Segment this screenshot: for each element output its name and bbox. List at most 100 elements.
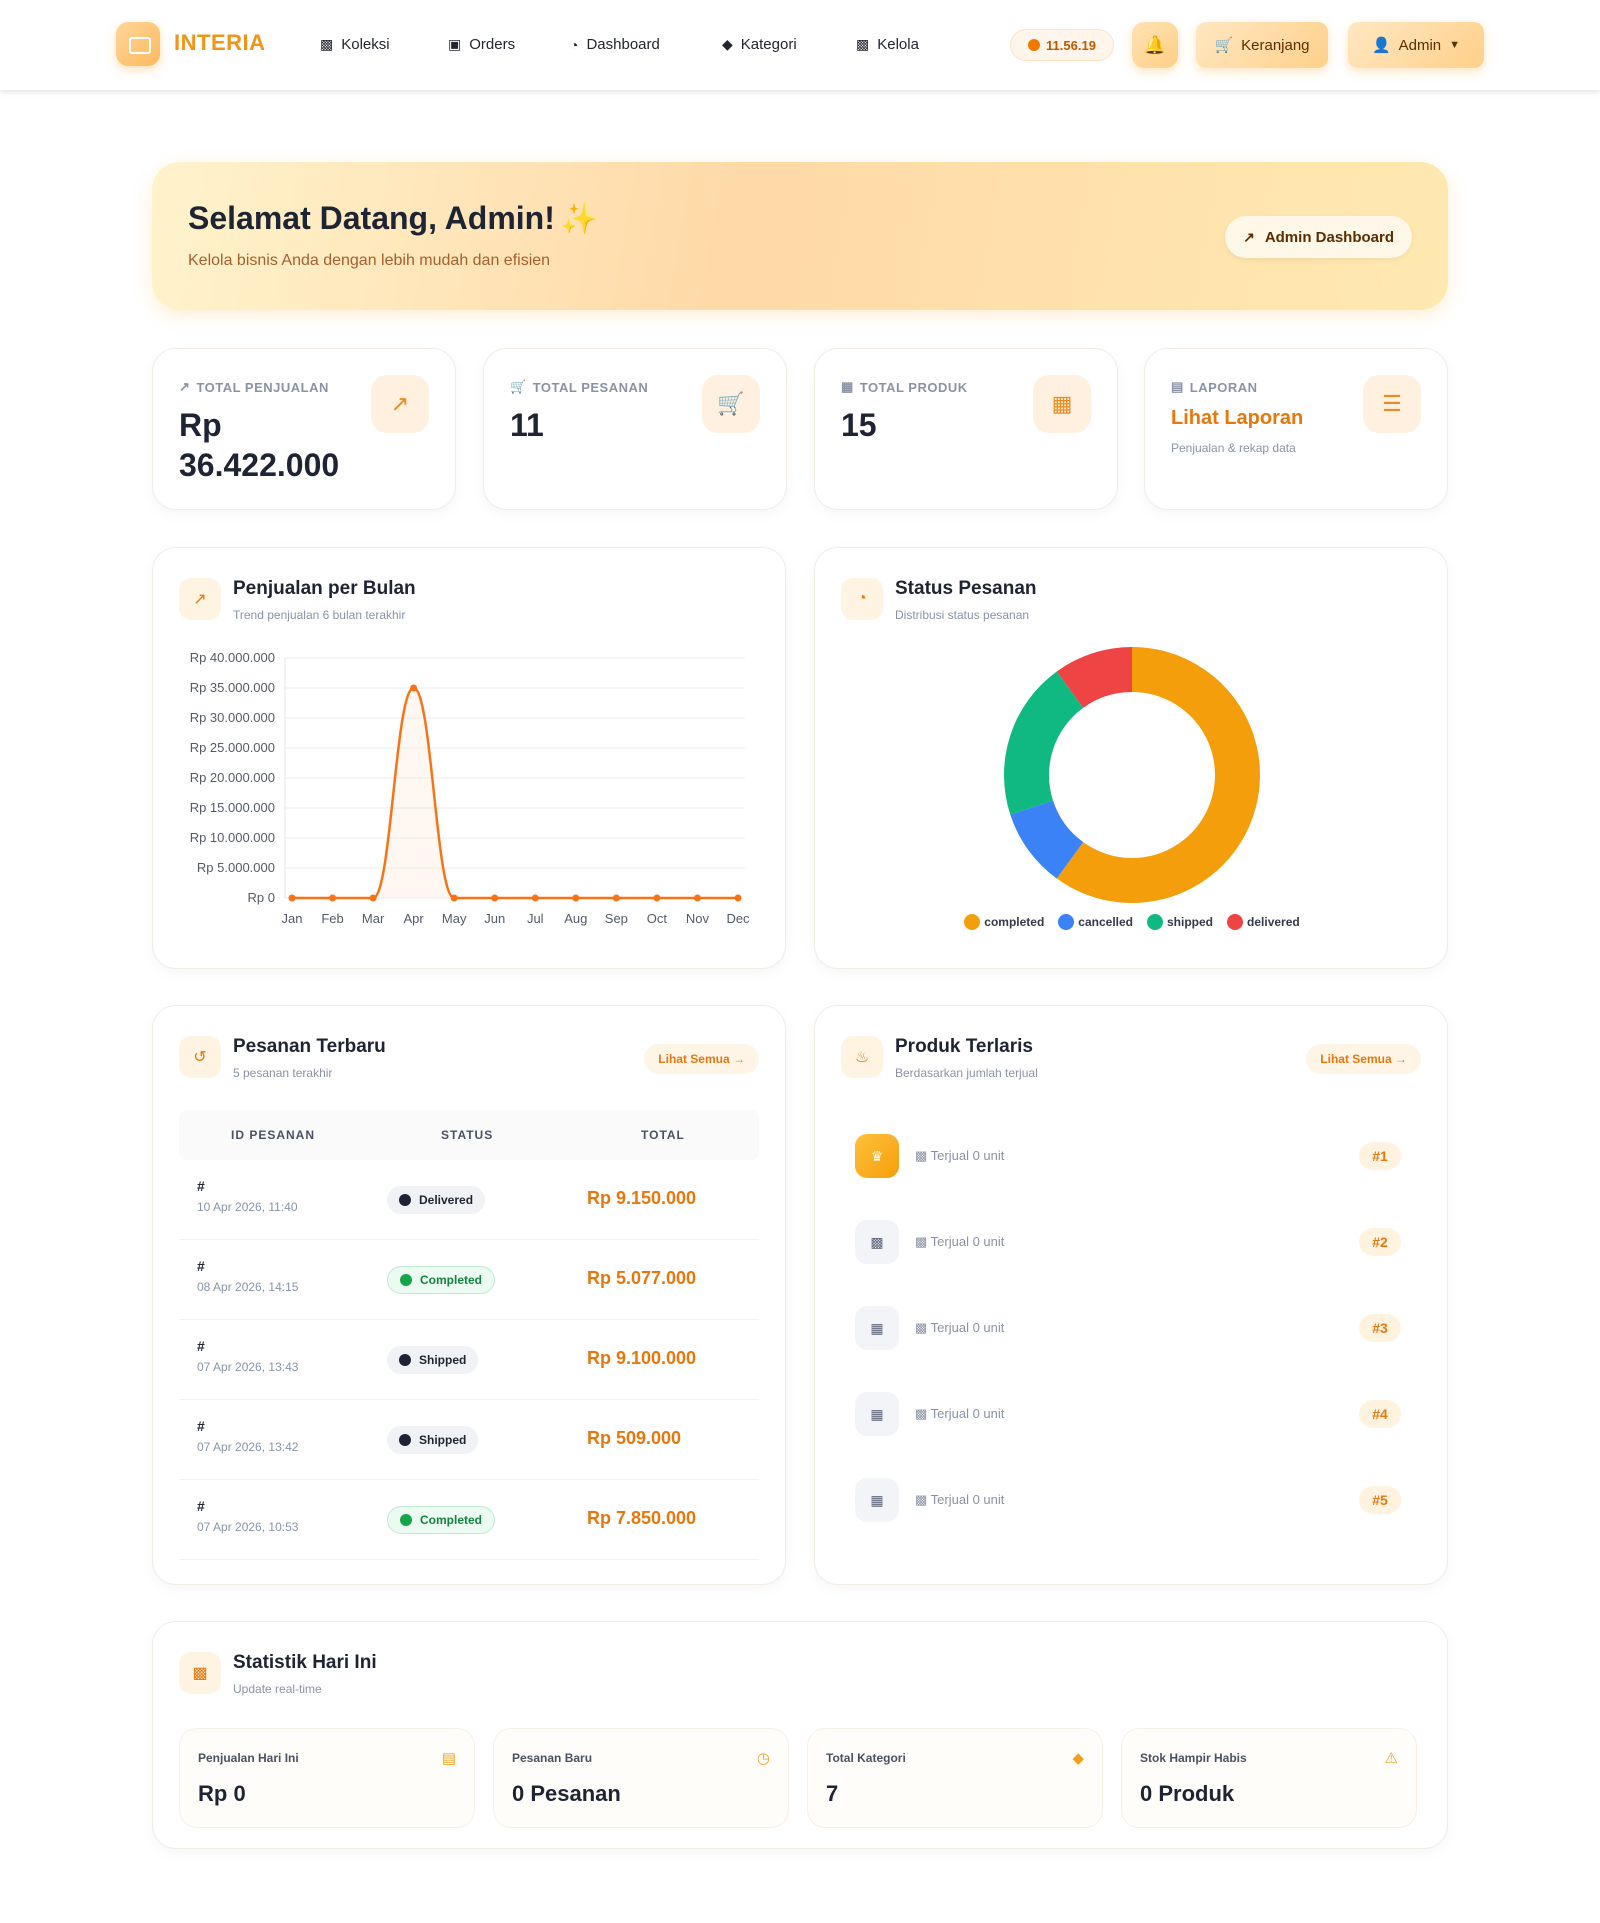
order-total: Rp 5.077.000 bbox=[587, 1268, 697, 1288]
list-item[interactable]: ▦ ▩ Terjual 0 unit #4 bbox=[845, 1378, 1425, 1448]
y-tick-label: Rp 15.000.000 bbox=[190, 800, 275, 815]
table-row[interactable]: # 07 Apr 2026, 13:42 Shipped Rp 509.000 bbox=[179, 1400, 759, 1480]
order-total: Rp 7.850.000 bbox=[587, 1508, 697, 1528]
table-row[interactable]: # 10 Apr 2026, 11:40 Delivered Rp 9.150.… bbox=[179, 1160, 759, 1240]
nav-link-label: Koleksi bbox=[341, 36, 390, 53]
x-tick-label: Aug bbox=[564, 911, 587, 926]
data-point bbox=[693, 894, 701, 902]
nav-link-dashboard[interactable]: ◔ Dashboard bbox=[570, 36, 660, 53]
status-dot-icon bbox=[399, 1354, 411, 1366]
nav-link-koleksi[interactable]: ▩ Koleksi bbox=[320, 36, 390, 53]
user-menu-button[interactable]: 👤 Admin ▼ bbox=[1348, 22, 1484, 68]
table-row[interactable]: # 07 Apr 2026, 13:43 Shipped Rp 9.100.00… bbox=[179, 1320, 759, 1400]
x-tick-label: Sep bbox=[605, 911, 628, 926]
order-date: 10 Apr 2026, 11:40 bbox=[197, 1200, 298, 1214]
mini-label: Pesanan Baru bbox=[512, 1751, 593, 1765]
best-sellers-card: ♨ Produk Terlaris Berdasarkan jumlah ter… bbox=[814, 1005, 1448, 1585]
welcome-title: Selamat Datang, Admin! ✨ bbox=[188, 200, 598, 237]
pie-chart-icon: ◔ bbox=[570, 36, 579, 53]
order-date: 07 Apr 2026, 13:43 bbox=[197, 1360, 299, 1374]
sold-text: Terjual 0 unit bbox=[930, 1492, 1005, 1507]
status-dot-icon bbox=[399, 1434, 411, 1446]
data-point bbox=[369, 894, 377, 902]
column-header: STATUS bbox=[441, 1128, 494, 1142]
stat-card-total-orders: 🛒 TOTAL PESANAN 11 🛒 bbox=[483, 348, 787, 510]
nav-link-orders[interactable]: ▣ Orders bbox=[448, 36, 515, 53]
couch-icon: ▩ bbox=[855, 1220, 899, 1264]
legend-item-delivered[interactable]: delivered bbox=[1227, 914, 1300, 930]
cart-button[interactable]: 🛒 Keranjang bbox=[1196, 22, 1328, 68]
brand-name[interactable]: INTERIA bbox=[174, 30, 266, 55]
list-item[interactable]: ▦ ▩ Terjual 0 unit #5 bbox=[845, 1464, 1425, 1534]
bag-icon: ▣ bbox=[448, 36, 462, 52]
list-item[interactable]: ▦ ▩ Terjual 0 unit #3 bbox=[845, 1292, 1425, 1362]
y-tick-label: Rp 25.000.000 bbox=[190, 740, 275, 755]
data-point bbox=[329, 894, 337, 902]
stat-label: ▤ LAPORAN bbox=[1171, 379, 1258, 395]
see-all-products-button[interactable]: Lihat Semua → bbox=[1306, 1044, 1421, 1074]
nav-link-label: Kelola bbox=[877, 36, 919, 53]
mini-label: Total Kategori bbox=[826, 1751, 906, 1765]
list-item[interactable]: ▩ ▩ Terjual 0 unit #2 bbox=[845, 1206, 1425, 1276]
order-id: # bbox=[197, 1178, 205, 1194]
status-text: Completed bbox=[420, 1273, 483, 1287]
nav-link-kategori[interactable]: ◆ Kategori bbox=[722, 36, 797, 53]
see-all-orders-button[interactable]: Lihat Semua → bbox=[644, 1044, 759, 1074]
stat-value: Rp 36.422.000 bbox=[179, 407, 340, 483]
legend-item-cancelled[interactable]: cancelled bbox=[1058, 914, 1133, 930]
legend-item-completed[interactable]: completed bbox=[964, 914, 1044, 930]
stat-label-text: LAPORAN bbox=[1189, 379, 1258, 395]
table-row[interactable]: # 08 Apr 2026, 14:15 Completed Rp 5.077.… bbox=[179, 1240, 759, 1320]
status-donut-chart bbox=[1004, 647, 1260, 903]
cart-label: Keranjang bbox=[1241, 36, 1310, 54]
legend-swatch bbox=[1227, 914, 1244, 930]
order-id: # bbox=[197, 1338, 205, 1354]
y-tick-label: Rp 10.000.000 bbox=[190, 830, 275, 845]
rank-badge: #3 bbox=[1359, 1314, 1401, 1342]
status-text: Completed bbox=[420, 1513, 483, 1527]
top-navbar: INTERIA ▩ Koleksi ▣ Orders ◔ Dashboard ◆… bbox=[0, 0, 1600, 90]
today-stats-card: ▩ Statistik Hari Ini Update real-time Pe… bbox=[152, 1621, 1448, 1849]
rank-badge: #4 bbox=[1359, 1400, 1401, 1428]
x-tick-label: Dec bbox=[726, 911, 750, 926]
data-point bbox=[572, 894, 580, 902]
chart-line-icon: ↗ bbox=[179, 578, 221, 620]
sold-text: Terjual 0 unit bbox=[930, 1320, 1005, 1335]
table-row[interactable]: # 07 Apr 2026, 10:53 Completed Rp 7.850.… bbox=[179, 1480, 759, 1560]
status-text: Shipped bbox=[419, 1433, 467, 1447]
data-point bbox=[734, 894, 742, 902]
total-categories-card: Total Kategori ◆ 7 bbox=[807, 1728, 1103, 1828]
legend-label: cancelled bbox=[1078, 915, 1133, 929]
bell-icon: 🔔 bbox=[1143, 34, 1167, 55]
sold-text: Terjual 0 unit bbox=[930, 1148, 1005, 1163]
sales-chart-title: Penjualan per Bulan bbox=[233, 578, 416, 599]
status-text: Shipped bbox=[419, 1353, 467, 1367]
legend-label: completed bbox=[984, 915, 1045, 929]
nav-link-label: Kategori bbox=[740, 36, 797, 53]
stat-card-report[interactable]: ▤ LAPORAN Lihat Laporan Penjualan & rekap… bbox=[1144, 348, 1448, 510]
stat-label: ▦ TOTAL PRODUK bbox=[841, 379, 968, 395]
mini-value: 0 Pesanan bbox=[512, 1781, 621, 1806]
nav-link-kelola[interactable]: ▩ Kelola bbox=[856, 36, 919, 53]
sparkles-icon: ✨ bbox=[560, 203, 599, 236]
admin-dashboard-button[interactable]: ↗ Admin Dashboard bbox=[1225, 216, 1412, 258]
legend-item-shipped[interactable]: shipped bbox=[1147, 914, 1213, 930]
box-icon: ▦ bbox=[855, 1478, 899, 1522]
data-point bbox=[653, 894, 661, 902]
brand-logo-icon[interactable] bbox=[116, 22, 160, 66]
notification-button[interactable]: 🔔 bbox=[1132, 22, 1178, 68]
x-tick-label: Oct bbox=[647, 911, 668, 926]
admin-dashboard-label: Admin Dashboard bbox=[1264, 228, 1394, 246]
bar-chart-icon: ▩ bbox=[915, 1406, 931, 1421]
list-item[interactable]: ♛ ▩ Terjual 0 unit #1 bbox=[845, 1120, 1425, 1190]
low-stock-card: Stok Hampir Habis ⚠ 0 Produk bbox=[1121, 1728, 1417, 1828]
x-tick-label: Jul bbox=[527, 911, 544, 926]
order-date: 08 Apr 2026, 14:15 bbox=[197, 1280, 299, 1294]
today-stats-subtitle: Update real-time bbox=[233, 1682, 322, 1696]
sold-count: ▩ Terjual 0 unit bbox=[915, 1492, 1004, 1508]
couch-icon: ▩ bbox=[856, 36, 870, 52]
status-chart-title: Status Pesanan bbox=[895, 578, 1037, 599]
chart-legend: completed cancelled shipped delivered bbox=[815, 914, 1449, 930]
clock-icon: ◷ bbox=[756, 1750, 770, 1767]
view-report-link[interactable]: Lihat Laporan bbox=[1171, 407, 1304, 429]
